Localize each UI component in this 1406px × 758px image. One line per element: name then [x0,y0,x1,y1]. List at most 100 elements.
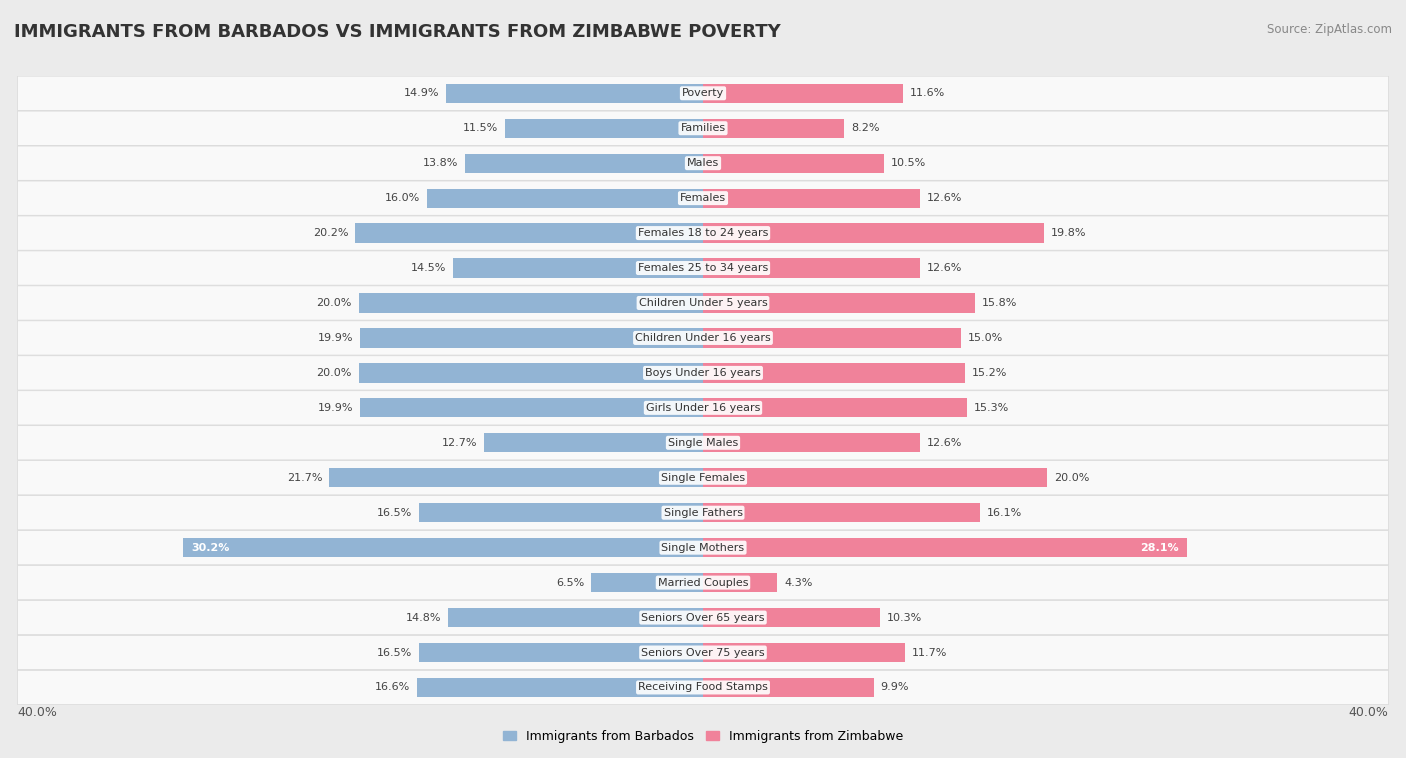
Text: Receiving Food Stamps: Receiving Food Stamps [638,682,768,693]
Bar [703,118,844,138]
Bar [703,154,884,173]
Bar [329,468,703,487]
FancyBboxPatch shape [17,181,1389,215]
Text: 6.5%: 6.5% [555,578,583,587]
Text: Females 18 to 24 years: Females 18 to 24 years [638,228,768,238]
Text: 11.7%: 11.7% [911,647,946,657]
FancyBboxPatch shape [17,496,1389,530]
FancyBboxPatch shape [17,390,1389,425]
FancyBboxPatch shape [17,111,1389,146]
Text: 16.5%: 16.5% [377,647,412,657]
Text: 16.1%: 16.1% [987,508,1022,518]
Text: 30.2%: 30.2% [191,543,229,553]
Text: 15.0%: 15.0% [969,333,1004,343]
FancyBboxPatch shape [17,670,1389,705]
Bar [446,83,703,103]
Text: Single Mothers: Single Mothers [661,543,745,553]
FancyBboxPatch shape [17,286,1389,320]
Bar [703,83,903,103]
Text: 14.5%: 14.5% [411,263,446,273]
Text: 15.8%: 15.8% [981,298,1018,308]
Text: Families: Families [681,124,725,133]
Text: Single Females: Single Females [661,473,745,483]
Text: Single Fathers: Single Fathers [664,508,742,518]
Bar [703,224,1045,243]
Bar [360,328,703,348]
Bar [703,538,1187,557]
Text: 14.8%: 14.8% [406,612,441,622]
Text: 19.8%: 19.8% [1050,228,1087,238]
Bar [427,189,703,208]
Text: 40.0%: 40.0% [17,706,58,719]
Bar [484,433,703,453]
Text: 12.6%: 12.6% [927,263,962,273]
Bar [703,293,976,312]
Bar [703,608,880,627]
Text: 20.0%: 20.0% [1054,473,1090,483]
Bar [703,503,980,522]
Text: 12.7%: 12.7% [441,438,478,448]
Text: Females: Females [681,193,725,203]
Bar [453,258,703,277]
Bar [356,224,703,243]
Bar [505,118,703,138]
Bar [359,293,703,312]
Text: Females 25 to 34 years: Females 25 to 34 years [638,263,768,273]
Bar [465,154,703,173]
Bar [703,468,1047,487]
Bar [703,258,920,277]
Text: 19.9%: 19.9% [318,333,353,343]
FancyBboxPatch shape [17,461,1389,495]
FancyBboxPatch shape [17,251,1389,285]
Text: 9.9%: 9.9% [880,682,908,693]
Text: Children Under 5 years: Children Under 5 years [638,298,768,308]
Text: 20.2%: 20.2% [312,228,349,238]
Bar [703,328,962,348]
Text: 12.6%: 12.6% [927,438,962,448]
FancyBboxPatch shape [17,600,1389,634]
Text: 16.0%: 16.0% [385,193,420,203]
Bar [703,363,965,383]
FancyBboxPatch shape [17,216,1389,250]
Text: 8.2%: 8.2% [851,124,880,133]
Text: Single Males: Single Males [668,438,738,448]
Text: 13.8%: 13.8% [423,158,458,168]
Bar [419,643,703,662]
Text: 15.3%: 15.3% [973,402,1008,413]
FancyBboxPatch shape [17,76,1389,111]
Text: 21.7%: 21.7% [287,473,322,483]
Text: Source: ZipAtlas.com: Source: ZipAtlas.com [1267,23,1392,36]
Text: 19.9%: 19.9% [318,402,353,413]
Text: Children Under 16 years: Children Under 16 years [636,333,770,343]
Bar [360,398,703,418]
Text: 10.3%: 10.3% [887,612,922,622]
Bar [418,678,703,697]
Bar [703,398,966,418]
Text: 16.5%: 16.5% [377,508,412,518]
Text: Seniors Over 65 years: Seniors Over 65 years [641,612,765,622]
FancyBboxPatch shape [17,531,1389,565]
Bar [183,538,703,557]
Text: 16.6%: 16.6% [375,682,411,693]
Bar [703,433,920,453]
Text: 11.5%: 11.5% [463,124,498,133]
Text: 12.6%: 12.6% [927,193,962,203]
FancyBboxPatch shape [17,426,1389,460]
Text: 28.1%: 28.1% [1140,543,1178,553]
Text: 40.0%: 40.0% [1348,706,1389,719]
Bar [449,608,703,627]
Text: 20.0%: 20.0% [316,298,352,308]
Text: 15.2%: 15.2% [972,368,1007,378]
Text: Males: Males [688,158,718,168]
FancyBboxPatch shape [17,321,1389,355]
Text: 10.5%: 10.5% [891,158,927,168]
Text: 11.6%: 11.6% [910,88,945,99]
Text: 20.0%: 20.0% [316,368,352,378]
Text: Married Couples: Married Couples [658,578,748,587]
Text: Poverty: Poverty [682,88,724,99]
Text: Seniors Over 75 years: Seniors Over 75 years [641,647,765,657]
FancyBboxPatch shape [17,356,1389,390]
Text: 4.3%: 4.3% [785,578,813,587]
FancyBboxPatch shape [17,146,1389,180]
Bar [703,573,778,592]
